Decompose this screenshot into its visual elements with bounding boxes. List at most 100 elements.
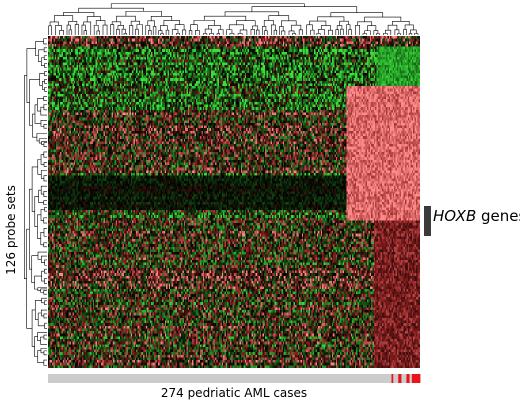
column-dendrogram-branch [121, 28, 126, 35]
case-bar-marked-case [399, 374, 402, 383]
column-dendrogram-branch [203, 33, 208, 35]
column-dendrogram-branch [410, 29, 417, 34]
row-dendrogram-branch [44, 63, 47, 68]
column-dendrogram-branch [279, 26, 284, 35]
hoxb-annotation: HOXB genes [433, 207, 520, 225]
column-dendrogram-branch [397, 33, 401, 35]
column-dendrogram-branch [175, 33, 180, 35]
row-dendrogram-branch [37, 98, 44, 112]
row-dendrogram-branch [43, 289, 47, 295]
column-dendrogram-branch [262, 26, 267, 35]
row-dendrogram-branch [37, 251, 47, 260]
column-dendrogram-branch [68, 29, 73, 35]
column-dendrogram-branch [237, 33, 243, 35]
column-dendrogram-branch [403, 29, 407, 35]
column-dendrogram-branch [123, 33, 128, 35]
row-dendrogram-branch [43, 313, 47, 319]
column-dendrogram-branch [373, 30, 379, 35]
row-dendrogram-branch [38, 138, 47, 144]
row-dendrogram-branch [44, 206, 47, 212]
column-dendrogram-branch [174, 24, 185, 30]
column-dendrogram-branch [256, 29, 260, 35]
column-dendrogram-branch [317, 16, 345, 22]
column-dendrogram-branch [355, 25, 360, 35]
column-dendrogram-branch [281, 20, 297, 27]
column-dendrogram-branch [110, 24, 115, 35]
column-dendrogram-branch [204, 28, 212, 34]
column-dendrogram-branch [203, 15, 247, 21]
case-bar-marked-case [414, 374, 417, 383]
case-bar-background [48, 374, 420, 383]
case-annotation-bar [48, 374, 421, 383]
column-dendrogram-branch [318, 29, 325, 35]
column-dendrogram-branch [298, 29, 303, 35]
row-dendrogram-branch [37, 332, 47, 341]
column-dendrogram-branch [224, 11, 280, 17]
row-dendrogram-branch [43, 228, 47, 237]
row-dendrogram-branch [43, 334, 47, 340]
column-dendrogram-branch [209, 33, 214, 35]
column-dendrogram-branch [96, 30, 100, 35]
column-dendrogram-branch [163, 20, 180, 26]
row-dendrogram-branch [43, 175, 47, 182]
column-dendrogram-branch [74, 24, 79, 35]
column-dendrogram-branch [288, 30, 295, 35]
row-dendrogram-branch [34, 275, 42, 290]
row-dendrogram-branch [34, 104, 41, 124]
row-dendrogram-branch [31, 166, 38, 212]
column-dendrogram-branch [346, 24, 351, 35]
column-dendrogram-branch [125, 10, 162, 17]
row-dendrogram-branch [42, 81, 45, 90]
column-dendrogram-branch [268, 15, 290, 21]
row-dendrogram-branch [43, 38, 47, 45]
column-dendrogram-branch [171, 29, 179, 35]
row-dendrogram-branch [43, 123, 47, 129]
column-dendrogram-branch [218, 29, 224, 35]
row-dendrogram-branch [44, 87, 47, 92]
row-dendrogram-branch [43, 217, 47, 224]
column-dendrogram-branch [188, 30, 193, 35]
column-dendrogram-branch [216, 33, 221, 35]
column-dendrogram-branch [150, 16, 173, 21]
column-dendrogram-branch [95, 20, 106, 26]
hoxb-gene-bar [424, 206, 431, 236]
row-dendrogram-branch [43, 55, 47, 61]
column-dendrogram-branch [66, 24, 71, 35]
column-dendrogram-branch [281, 30, 286, 35]
column-dendrogram-branch [53, 15, 74, 22]
row-dendrogram-branch [44, 278, 47, 284]
column-dendrogram-branch [316, 33, 321, 35]
row-dendrogram-branch [34, 196, 39, 228]
column-dendrogram-branch [136, 24, 143, 35]
column-dendrogram-branch [86, 16, 101, 22]
column-dendrogram-branch [383, 33, 388, 35]
case-bar-marked-case [407, 374, 410, 383]
heatmap-cells [48, 36, 420, 368]
column-dendrogram-branch [364, 30, 371, 35]
row-dendrogram-branch [24, 75, 27, 280]
row-dendrogram-branch [29, 79, 40, 126]
column-dendrogram-branch [152, 26, 157, 35]
column-dendrogram-branch [78, 7, 145, 13]
row-dendrogram-branch [43, 200, 47, 205]
row-dendrogram-branch [37, 287, 47, 291]
case-bar-marked-case [398, 374, 401, 383]
row-dendrogram-branch [43, 359, 47, 366]
column-dendrogram-branch [364, 16, 402, 22]
row-dendrogram-branch [43, 191, 47, 198]
row-dendrogram-branch [31, 255, 38, 283]
row-dendrogram-branch [40, 208, 45, 221]
column-dendrogram-branch [264, 30, 268, 35]
column-dendrogram-branch [340, 28, 344, 35]
column-dendrogram-branch [130, 20, 140, 26]
column-dendrogram-branch [250, 28, 255, 35]
row-dendrogram-branch [43, 142, 47, 147]
column-dendrogram-branch [102, 24, 108, 35]
row-dendrogram-branch [36, 133, 47, 142]
case-bar-marked-case [418, 374, 421, 383]
column-dendrogram-branch [116, 29, 120, 35]
row-dendrogram-branch [43, 162, 47, 167]
column-dendrogram-branch [111, 21, 122, 26]
row-dendrogram-branch [44, 300, 47, 306]
case-bar-marked-case [406, 374, 409, 383]
